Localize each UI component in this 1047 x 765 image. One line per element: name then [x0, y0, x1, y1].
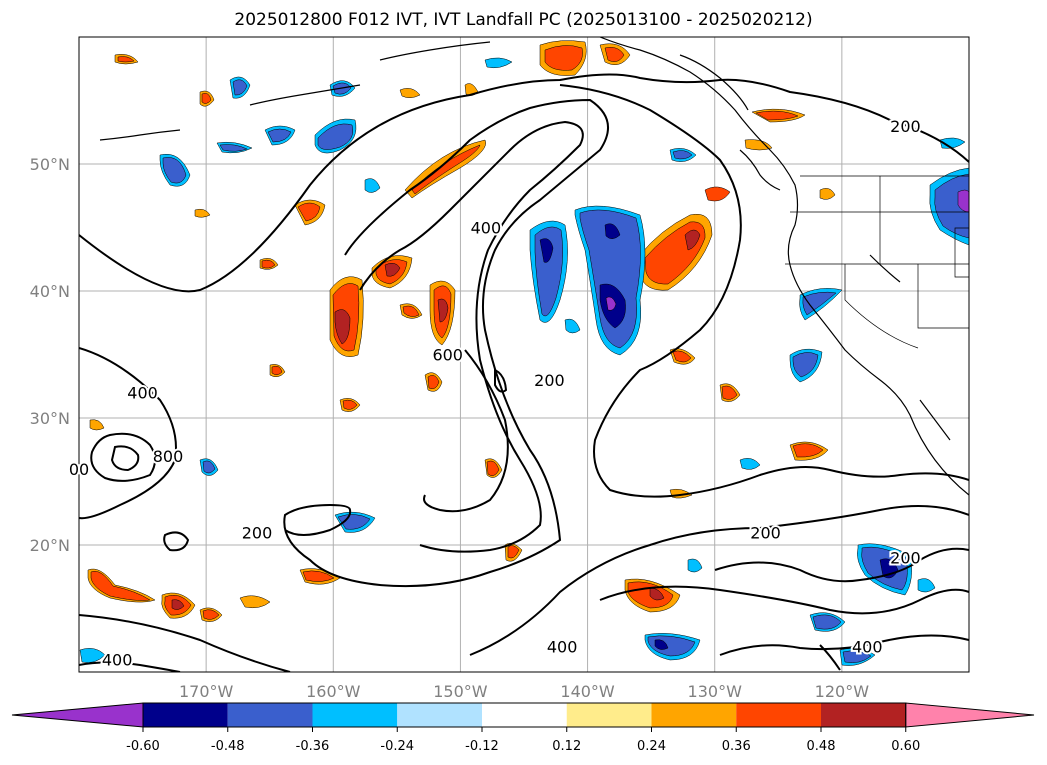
contour-label: 200	[890, 549, 921, 568]
map-title: 2025012800 F012 IVT, IVT Landfall PC (20…	[234, 10, 813, 30]
colorbar-tick-label: 0.48	[807, 739, 836, 754]
colorbar-segment	[397, 703, 482, 727]
map-frame	[78, 36, 970, 673]
contour-label: 400	[102, 650, 133, 669]
contour-label: 200	[750, 523, 781, 542]
colorbar-segment	[227, 703, 313, 727]
colorbar-tick-label: -0.24	[380, 739, 414, 754]
negative-pc-shading	[79, 57, 969, 666]
longitude-labels: 170°W 160°W 150°W 140°W 130°W 120°W	[179, 682, 869, 701]
colorbar-outline	[142, 702, 907, 728]
latitude-label: 20°N	[30, 536, 70, 555]
contour-label: 400	[127, 384, 158, 403]
contour-label: 200	[534, 371, 565, 390]
latitude-label: 50°N	[30, 155, 70, 174]
ivt-contours	[79, 73, 969, 672]
longitude-label: 170°W	[179, 682, 234, 701]
coastlines	[99, 37, 969, 496]
political-borders	[785, 175, 969, 349]
colorbar-extend-min	[11, 702, 144, 728]
colorbar-tick-label: -0.36	[296, 739, 330, 754]
colorbar-segment	[482, 703, 567, 727]
longitude-label: 130°W	[688, 682, 743, 701]
graticule	[79, 37, 969, 672]
longitude-label: 160°W	[306, 682, 361, 701]
longitude-label: 140°W	[560, 682, 615, 701]
colorbar-tick-label: 0.36	[722, 739, 751, 754]
contour-label: 00	[69, 460, 89, 479]
contour-labels: 200 400 600 200 400 800 00 200 200 200 400 400 400	[67, 115, 923, 671]
colorbar-tick-label: 0.12	[552, 739, 581, 754]
colorbar-tick-label: 0.24	[637, 739, 666, 754]
contour-label: 200	[242, 523, 273, 542]
map-area	[79, 37, 969, 672]
latitude-label: 40°N	[30, 282, 70, 301]
longitude-label: 120°W	[815, 682, 870, 701]
colorbar-segment	[651, 703, 737, 727]
contour-label: 400	[852, 638, 883, 657]
colorbar-tick-label: -0.12	[465, 739, 499, 754]
colorbar-segment	[143, 703, 228, 727]
colorbar-segment	[312, 703, 398, 727]
contour-label: 800	[153, 447, 184, 466]
contour-label: 400	[471, 219, 502, 238]
colorbar-tick-label: -0.48	[211, 739, 245, 754]
contour-label: 400	[547, 638, 578, 657]
colorbar-tick-label: 0.60	[891, 739, 920, 754]
contour-label: 600	[432, 346, 463, 365]
positive-pc-shading	[87, 40, 836, 622]
colorbar-segment	[821, 703, 906, 727]
contour-label: 200	[890, 117, 921, 136]
latitude-labels: 50°N 40°N 30°N 20°N	[30, 155, 70, 555]
colorbar-tick-labels: -0.60 -0.48 -0.36 -0.24 -0.12 0.12 0.24 0.36 0.4…	[126, 739, 920, 754]
latitude-label: 30°N	[30, 409, 70, 428]
colorbar-segment	[736, 703, 821, 727]
colorbar-segment	[566, 703, 652, 727]
colorbar-tick-label: -0.60	[126, 739, 160, 754]
colorbar-extend-max	[905, 702, 1035, 728]
longitude-label: 150°W	[433, 682, 488, 701]
colorbar	[11, 702, 1035, 732]
